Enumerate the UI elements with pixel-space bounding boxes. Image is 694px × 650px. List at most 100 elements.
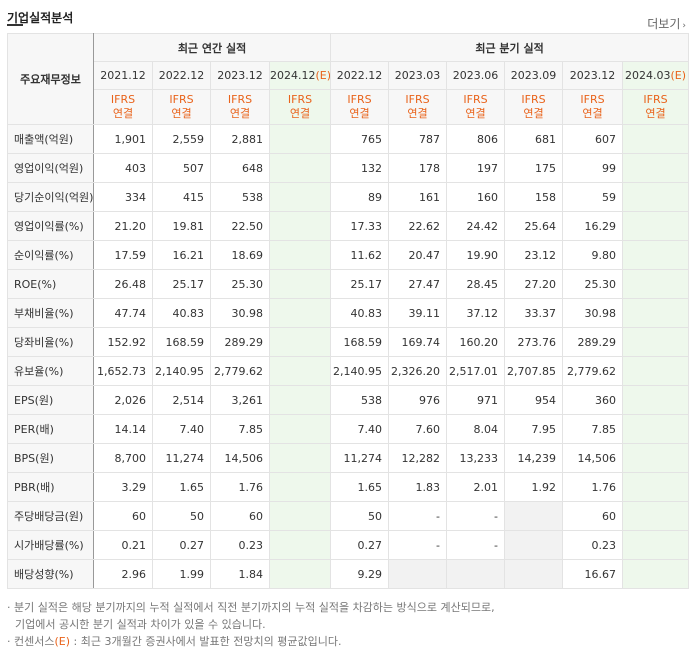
footnote-1: · 분기 실적은 해당 분기까지의 누적 실적에서 직전 분기까지의 누적 실적…	[7, 601, 495, 614]
table-cell: 17.33	[330, 211, 390, 241]
table-cell: 3,261	[210, 385, 270, 415]
table-cell: 806	[446, 124, 506, 154]
table-cell: 1.92	[504, 472, 564, 502]
table-cell: 538	[330, 385, 390, 415]
basis-header: IFRS 연결	[210, 89, 270, 125]
row-label: 매출액(억원)	[7, 124, 94, 154]
table-cell: 2,779.62	[562, 356, 624, 386]
table-cell	[446, 559, 506, 589]
table-cell	[622, 240, 690, 270]
table-cell: 9.29	[330, 559, 390, 589]
basis-label: 연결	[229, 107, 251, 120]
period-header: 2022.12	[330, 61, 390, 90]
row-label: 영업이익률(%)	[7, 211, 94, 241]
table-cell	[268, 559, 332, 589]
table-row: 당기순이익(억원) 334 415 538 89 161 160 158 59	[7, 182, 690, 212]
table-cell	[622, 298, 690, 328]
table-row: 매출액(억원) 1,901 2,559 2,881 765 787 806 681 607	[7, 124, 690, 154]
basis-header: IFRS 연결	[268, 89, 332, 125]
table-cell	[268, 153, 332, 183]
table-cell: 11.62	[330, 240, 390, 270]
table-cell	[268, 530, 332, 560]
table-cell: 2,559	[152, 124, 211, 154]
footnotes: · 분기 실적은 해당 분기까지의 누적 실적에서 직전 분기까지의 누적 실적…	[7, 599, 495, 650]
table-cell: 39.11	[388, 298, 448, 328]
row-label: EPS(원)	[7, 385, 94, 415]
table-cell: 22.50	[210, 211, 270, 241]
table-cell: 1.99	[152, 559, 211, 589]
period-header: 2023.09	[504, 61, 564, 90]
table-cell: 1.83	[388, 472, 448, 502]
table-row: 시가배당률(%) 0.21 0.27 0.23 0.27- -0.23	[7, 530, 690, 560]
period-label: 2024.12	[270, 69, 316, 82]
basis-label: 연결	[407, 107, 428, 120]
basis-header: IFRS 연결	[93, 89, 153, 125]
table-cell: 2,140.95	[330, 356, 390, 386]
footnote-1-cont: 기업에서 공시한 분기 실적과 차이가 있을 수 있습니다.	[15, 618, 266, 631]
table-cell: 971	[446, 385, 506, 415]
footnote-2: · 컨센서스(E) : 최근 3개월간 증권사에서 발표한 전망치의 평균값입니…	[7, 635, 342, 648]
basis-header: IFRS 연결	[504, 89, 564, 125]
table-cell: 16.67	[562, 559, 624, 589]
table-cell: -	[446, 501, 506, 531]
period-header: 2023.12	[210, 61, 270, 90]
more-link[interactable]: 더보기 ›	[647, 15, 686, 32]
table-cell: 7.60	[388, 414, 448, 444]
table-cell: 2,779.62	[210, 356, 270, 386]
table-cell	[504, 530, 564, 560]
period-header: 2023.03	[388, 61, 448, 90]
basis-label: 연결	[465, 107, 486, 120]
basis-label: IFRS	[169, 93, 194, 106]
row-label: 유보율(%)	[7, 356, 94, 386]
table-cell: 175	[504, 153, 564, 183]
table-cell	[622, 385, 690, 415]
basis-header: IFRS 연결	[562, 89, 624, 125]
table-cell: 25.64	[504, 211, 564, 241]
table-cell	[268, 182, 332, 212]
table-cell: -	[446, 530, 506, 560]
table-row: PER(배) 14.14 7.40 7.85 7.40 7.60 8.04 7.95 7.85	[7, 414, 690, 444]
table-cell: 2,326.20	[388, 356, 448, 386]
table-row: PBR(배) 3.29 1.65 1.76 1.65 1.83 2.01 1.92 1.76	[7, 472, 690, 502]
period-header: 2022.12	[152, 61, 211, 90]
section-title: 기업실적분석	[7, 11, 74, 25]
basis-label: IFRS	[405, 93, 430, 106]
table-row: 당좌비율(%) 152.92 168.59 289.29 168.59 169.74 160…	[7, 327, 690, 357]
table-cell: 50	[330, 501, 390, 531]
basis-header: IFRS 연결	[446, 89, 506, 125]
table-cell: 2,140.95	[152, 356, 211, 386]
table-row: EPS(원) 2,026 2,514 3,261 538 976 971 954 360	[7, 385, 690, 415]
table-cell	[622, 559, 690, 589]
table-cell: 89	[330, 182, 390, 212]
table-cell: 7.85	[562, 414, 624, 444]
table-cell: 7.40	[152, 414, 211, 444]
table-cell: 33.37	[504, 298, 564, 328]
table-cell: 681	[504, 124, 564, 154]
table-cell: 334	[93, 182, 153, 212]
table-cell	[388, 559, 448, 589]
table-cell: 20.47	[388, 240, 448, 270]
period-label: 2024.03	[625, 69, 671, 82]
estimate-marker: (E)	[315, 69, 331, 82]
table-row: 배당성향(%) 2.96 1.99 1.84 9.29 16.67	[7, 559, 690, 589]
row-label: 부채비율(%)	[7, 298, 94, 328]
table-cell: 16.21	[152, 240, 211, 270]
table-cell: 9.80	[562, 240, 624, 270]
table-cell: 1.65	[152, 472, 211, 502]
row-header: 주요재무정보	[7, 33, 94, 125]
table-cell: 60	[93, 501, 153, 531]
annual-group-header: 최근 연간 실적	[92, 33, 332, 62]
table-cell: 23.12	[504, 240, 564, 270]
table-cell: 8.04	[446, 414, 506, 444]
table-cell: 13,233	[446, 443, 506, 473]
table-cell: 507	[152, 153, 211, 183]
table-cell: 0.23	[562, 530, 624, 560]
row-label: 배당성향(%)	[7, 559, 94, 589]
table-cell: 1,901	[93, 124, 153, 154]
period-header: 2024.03(E)	[622, 61, 690, 90]
table-cell: 50	[152, 501, 211, 531]
table-cell: 19.90	[446, 240, 506, 270]
table-cell: 25.17	[152, 269, 211, 299]
table-cell: 2,026	[93, 385, 153, 415]
table-cell: 19.81	[152, 211, 211, 241]
